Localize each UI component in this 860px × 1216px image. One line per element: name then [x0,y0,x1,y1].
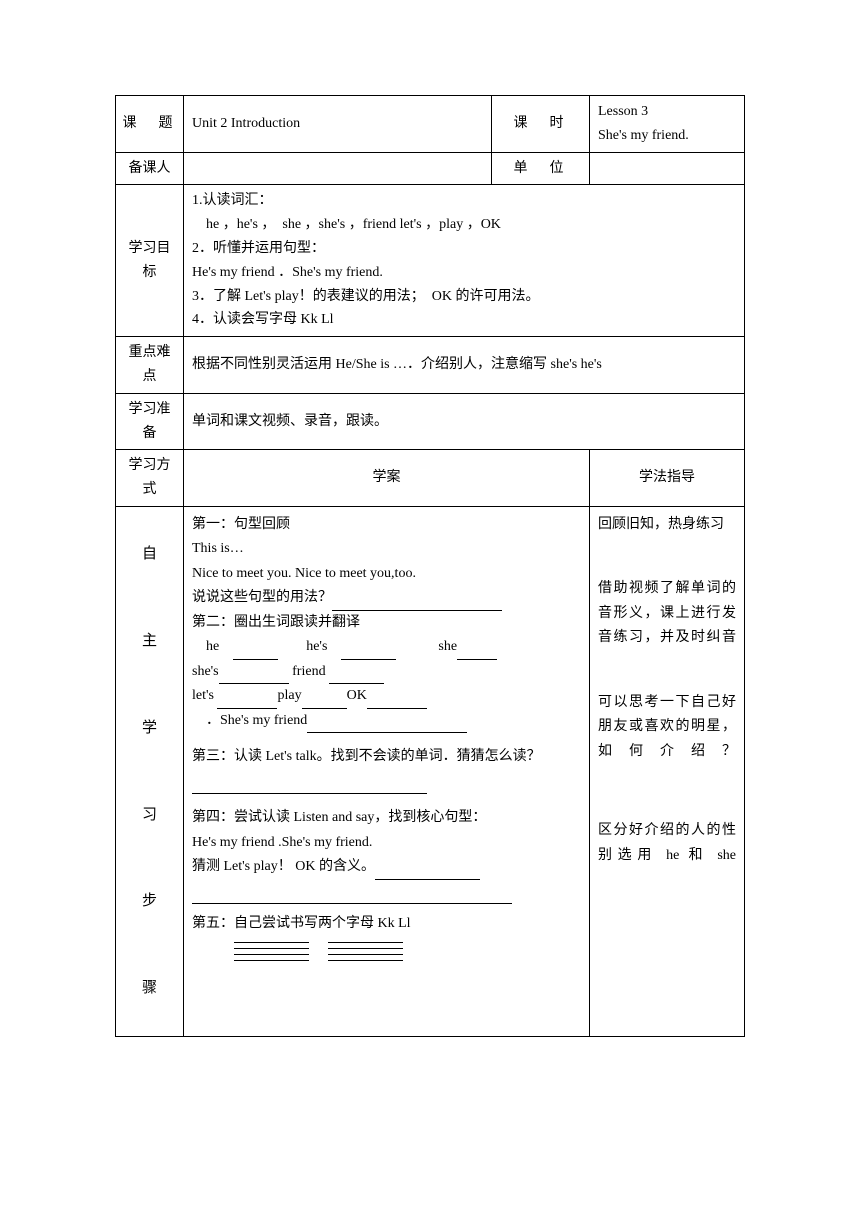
step1: 第一：句型回顾 This is… Nice to meet you. Nice … [192,513,581,611]
label-objectives: 学习目标 [116,185,184,337]
header-plan: 学案 [184,450,590,507]
header-guide: 学法指导 [590,450,745,507]
label-preparer: 备课人 [116,152,184,185]
value-keypoints: 根据不同性别灵活运用 He/She is …．介绍别人，注意缩写 she's h… [184,337,745,394]
s1-l3: 说说这些句型的用法？ [192,590,332,605]
row-study-steps: 自主学习步骤 第一：句型回顾 This is… Nice to meet you… [116,506,745,1036]
value-preparation: 单词和课文视频、录音，跟读。 [184,393,745,450]
label-unit: 单 位 [492,152,590,185]
value-unit [590,152,745,185]
row-topic: 课 题 Unit 2 Introduction 课 时 Lesson 3 She'… [116,96,745,153]
value-class: Lesson 3 She's my friend. [590,96,745,153]
label-topic: 课 题 [116,96,184,153]
w-lets: let's [192,688,214,703]
s4-l1: He's my friend .She's my friend. [192,835,372,850]
blank [375,865,480,880]
guide1: 回顾旧知，热身练习 [598,513,736,538]
lesson-line1: Lesson 3 [598,104,648,119]
step2: 第二：圈出生词跟读并翻译 he he's she she's friend le… [192,611,581,734]
w-he: he [206,639,219,654]
blank [329,669,384,684]
obj-line1: 1.认读词汇： [192,193,273,208]
blank [192,779,427,794]
blank [341,645,396,660]
s4-title: 第四：尝试认读 Listen and say，找到核心句型： [192,810,486,825]
w-friend: friend [292,664,325,679]
s1-l2: Nice to meet you. Nice to meet you,too. [192,566,416,581]
obj-line4: He's my friend ．She's my friend. [192,265,383,280]
guide-content: 回顾旧知，热身练习 借助视频了解单词的音形义，课上进行发音练习，并及时纠音 可以… [590,506,745,1036]
w-she: she [438,639,457,654]
step4: 第四：尝试认读 Listen and say，找到核心句型： He's my f… [192,806,581,904]
value-preparer [184,152,492,185]
step5: 第五：自己尝试书写两个字母 Kk Ll [192,912,581,961]
lesson-line2: She's my friend. [598,128,689,143]
blank [332,596,502,611]
s1-title: 第一：句型回顾 [192,517,290,532]
writing-lines-ll [328,937,403,961]
w-play: play [277,688,301,703]
blank [217,694,277,709]
s1-l1: This is… [192,541,244,556]
blank [307,718,467,733]
blank [302,694,347,709]
label-method: 学习方式 [116,450,184,507]
lesson-plan-table: 课 题 Unit 2 Introduction 课 时 Lesson 3 She'… [115,95,745,1037]
guide2: 借助视频了解单词的音形义，课上进行发音练习，并及时纠音 [598,577,736,651]
obj-line5: 3．了解 Let's play！的表建议的用法； OK 的许可用法。 [192,289,539,304]
label-class: 课 时 [492,96,590,153]
w-shes: she's [192,664,219,679]
value-topic: Unit 2 Introduction [184,96,492,153]
row-preparer: 备课人 单 位 [116,152,745,185]
guide4: 区分好介绍的人的性别选用 he 和 she [598,819,736,868]
label-steps: 自主学习步骤 [116,506,184,1036]
blank [219,669,289,684]
s5-title: 第五：自己尝试书写两个字母 Kk Ll [192,916,411,931]
s4-l2a: 猜测 Let's play！ OK 的含义。 [192,859,375,874]
row-objectives: 学习目标 1.认读词汇： he ，he's ， she ，she's ，frie… [116,185,745,337]
label-preparation: 学习准备 [116,393,184,450]
s2-title: 第二：圈出生词跟读并翻译 [192,615,360,630]
obj-line2: he ，he's ， she ，she's ，friend let's ，pla… [192,217,501,232]
blank [233,645,278,660]
value-objectives: 1.认读词汇： he ，he's ， she ，she's ，friend le… [184,185,745,337]
s2-sent: ．She's my friend [206,713,307,728]
blank [192,889,512,904]
row-preparation: 学习准备 单词和课文视频、录音，跟读。 [116,393,745,450]
row-keypoints: 重点难点 根据不同性别灵活运用 He/She is …．介绍别人，注意缩写 sh… [116,337,745,394]
row-method-header: 学习方式 学案 学法指导 [116,450,745,507]
steps-content: 第一：句型回顾 This is… Nice to meet you. Nice … [184,506,590,1036]
obj-line3: 2．听懂并运用句型： [192,241,325,256]
writing-lines-kk [234,937,309,961]
guide3: 可以思考一下自己好朋友或喜欢的明星，如何介绍？ [598,691,736,765]
obj-line6: 4．认读会写字母 Kk Ll [192,312,334,327]
step3: 第三：认读 Let's talk。找到不会读的单词．猜猜怎么读？ [192,745,581,794]
w-ok: OK [347,688,367,703]
blank [457,645,497,660]
w-hes: he's [306,639,327,654]
blank [367,694,427,709]
label-keypoints: 重点难点 [116,337,184,394]
s3-title: 第三：认读 Let's talk。找到不会读的单词．猜猜怎么读？ [192,749,541,764]
